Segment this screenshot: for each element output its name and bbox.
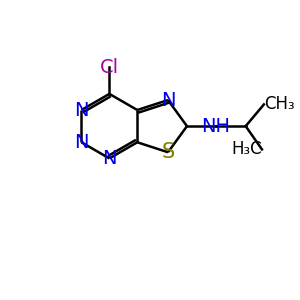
Text: N: N [102, 149, 117, 168]
Text: CH₃: CH₃ [264, 95, 295, 113]
Text: N: N [161, 91, 175, 110]
Text: Cl: Cl [100, 58, 119, 77]
Text: N: N [74, 100, 89, 119]
Text: S: S [161, 142, 175, 162]
Text: NH: NH [202, 117, 230, 136]
Text: N: N [74, 133, 89, 152]
Text: H₃C: H₃C [231, 140, 262, 158]
